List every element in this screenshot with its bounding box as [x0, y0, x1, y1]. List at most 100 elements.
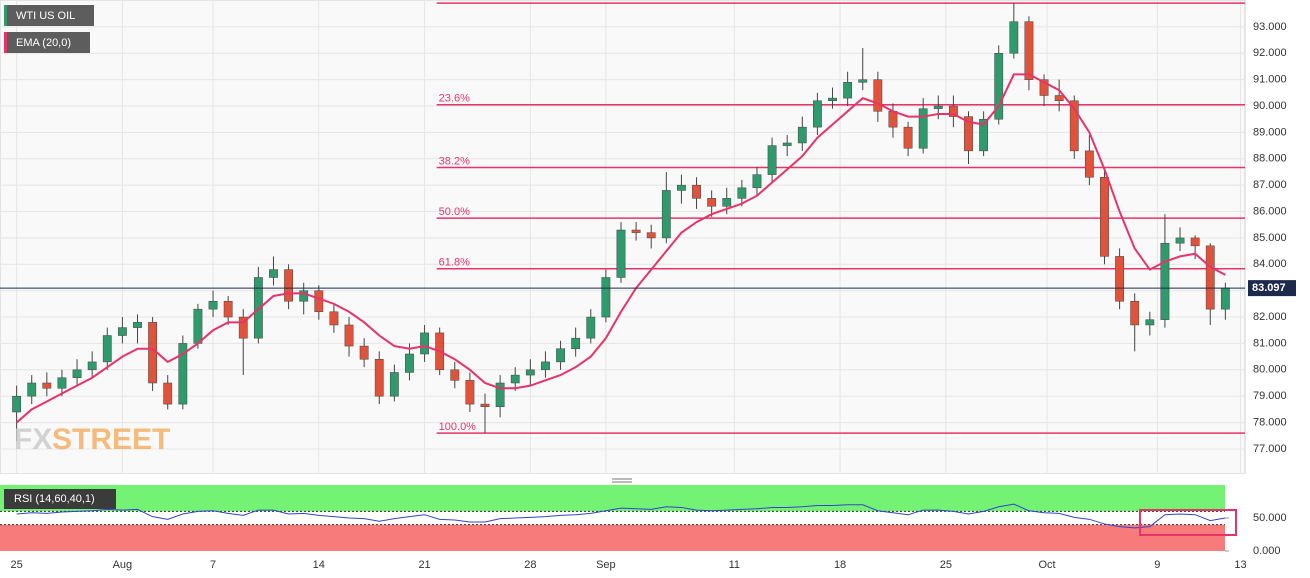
candle-body [480, 403, 490, 407]
candle-body [1115, 256, 1124, 302]
candle-body [737, 187, 747, 199]
candle-body [888, 111, 898, 128]
candle-body [269, 269, 278, 278]
candle-body [1130, 300, 1140, 326]
candle-body [903, 126, 913, 149]
candle-body [102, 335, 112, 363]
y-tick-label: 82.000 [1253, 311, 1287, 323]
candle-body [873, 79, 883, 112]
rsi-legend-label: RSI (14,60,40,1) [14, 493, 95, 505]
x-tick-label: 9 [1154, 559, 1160, 571]
candle-body [556, 348, 565, 363]
candle-body [344, 324, 354, 347]
grid [0, 0, 1245, 474]
candle-body [329, 311, 339, 326]
candle-body [284, 269, 293, 302]
candle-body [223, 300, 233, 318]
candle-body [813, 100, 822, 128]
y-tick-label: 91.000 [1253, 74, 1287, 86]
x-tick-label: 7 [210, 559, 216, 571]
candle-body [57, 377, 67, 389]
y-tick-label: 84.000 [1253, 258, 1287, 270]
x-tick-label: 14 [313, 559, 325, 571]
candle-body [42, 382, 52, 389]
rsi-mid-zone [0, 511, 1225, 525]
candle-body [616, 229, 626, 278]
pane-separator [0, 474, 1245, 487]
candle-body [1009, 21, 1019, 54]
candle-body [782, 142, 792, 146]
candle-body [918, 108, 928, 149]
rsi-legend-box [4, 489, 116, 509]
candle-body [1069, 100, 1079, 152]
legend-box [4, 32, 90, 53]
x-tick-label: 11 [729, 559, 740, 571]
rsi-line [16, 503, 1226, 529]
fib-label: 61.8% [439, 257, 470, 269]
candle-body [707, 198, 717, 207]
candle-body [767, 145, 777, 175]
legend: WTI US OIL EMA (20,0) [4, 5, 94, 53]
x-tick-label: 25 [10, 559, 22, 571]
candle-body [1084, 150, 1094, 178]
candle-body [87, 361, 97, 371]
last-price-box [1248, 280, 1296, 297]
fib-label: 100.0% [439, 421, 477, 433]
legend-marker [4, 5, 7, 26]
last-price-label: 83.097 [1252, 282, 1286, 294]
legend-label: EMA (20,0) [16, 37, 71, 49]
candle-body [12, 395, 22, 413]
candle-body [752, 174, 762, 189]
candle-body [193, 308, 203, 344]
candle-body [163, 382, 173, 405]
candle-body [1160, 242, 1170, 320]
x-tick-label: Oct [1039, 559, 1056, 571]
candle-body [359, 345, 369, 360]
candles [0, 3, 1245, 442]
candle-body [948, 105, 958, 117]
candle-body [1039, 79, 1049, 96]
candle-body [27, 382, 37, 397]
x-tick-label: 13 [1234, 559, 1246, 571]
candle-body [510, 374, 520, 384]
watermark: FX [14, 423, 52, 456]
candle-body [299, 290, 309, 302]
legend-label: WTI US OIL [16, 10, 75, 22]
fib-label: 0.0% [439, 0, 464, 3]
y-tick-label: 81.000 [1253, 337, 1287, 349]
candle-body [1024, 21, 1034, 80]
fib-label: 50.0% [439, 206, 470, 218]
candle-body [858, 79, 868, 83]
x-tick-label: 21 [418, 559, 430, 571]
candle-body [1100, 177, 1109, 257]
candle-body [465, 380, 475, 405]
rsi-pane [0, 485, 1229, 552]
candle-body [1205, 245, 1215, 310]
fibonacci: 0.0% 23.6% 38.2% 50.0% 61.8% 100.0% [436, 0, 1245, 434]
candle-body [692, 184, 701, 199]
candle-body [495, 382, 505, 407]
y-tick-label: 78.000 [1253, 416, 1287, 428]
candle-body [117, 327, 127, 336]
y-tick-label: 85.000 [1253, 232, 1287, 244]
candle-body [979, 118, 989, 152]
candle-body [1220, 287, 1230, 310]
x-tick-label: 18 [834, 559, 846, 571]
candle-body [525, 369, 535, 376]
candle-body [586, 316, 596, 339]
candle-body [933, 105, 943, 109]
candle-body [661, 190, 671, 239]
y-tick-label: 87.000 [1253, 179, 1287, 191]
x-tick-label: Sep [596, 559, 616, 571]
rsi-upper-zone [0, 485, 1225, 512]
candle-body [72, 369, 82, 378]
axes: 77.000 78.000 79.000 80.000 81.000 82.000 83.0… [10, 21, 1296, 571]
y-tick-label: 79.000 [1253, 390, 1287, 402]
x-tick-label: 28 [524, 559, 536, 571]
candle-body [631, 229, 641, 233]
candle-body [148, 322, 158, 384]
fib-label: 38.2% [439, 155, 470, 167]
candle-body [722, 198, 732, 207]
candle-body [994, 53, 1004, 120]
candle-body [571, 337, 581, 349]
